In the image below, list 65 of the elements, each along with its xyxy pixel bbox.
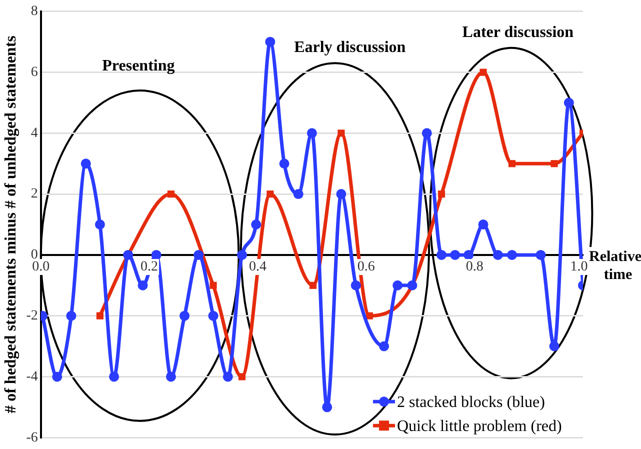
point	[238, 373, 246, 380]
x-tick-label: 0.2	[140, 260, 158, 275]
point	[550, 160, 558, 168]
annotation: Early discussion	[294, 39, 406, 56]
x-tick-label: 0.6	[357, 260, 375, 275]
point	[450, 250, 460, 260]
y-tick-label: 4	[30, 126, 38, 141]
point	[266, 190, 274, 198]
point	[151, 250, 162, 260]
point	[508, 160, 516, 168]
point	[96, 312, 104, 320]
point	[293, 189, 304, 200]
point	[251, 220, 262, 230]
y-axis-title: # of hedged statements minus # of unhedged statements	[2, 36, 20, 414]
point	[80, 158, 91, 169]
point	[265, 36, 276, 47]
point	[180, 310, 190, 321]
y-tick-label: 6	[30, 64, 38, 80]
x-tick-label: 0.4	[248, 260, 266, 275]
point	[350, 280, 361, 290]
point	[438, 190, 446, 198]
point	[549, 341, 560, 352]
point	[52, 372, 62, 382]
point	[222, 372, 233, 382]
point	[236, 250, 247, 260]
legend-label: Quick little problem (red)	[397, 418, 562, 435]
point	[379, 341, 390, 352]
y-tick-label: 2	[30, 186, 38, 202]
point	[166, 372, 176, 382]
point	[436, 250, 446, 260]
point	[536, 250, 546, 260]
legend-label: 2 stacked blocks (blue)	[397, 394, 545, 411]
x-tick-label: 0.8	[466, 260, 484, 275]
point	[194, 250, 204, 260]
point	[109, 372, 120, 382]
point	[366, 312, 373, 320]
point	[138, 280, 148, 290]
y-tick-label: 8	[30, 4, 38, 20]
point	[306, 128, 317, 138]
point	[309, 282, 317, 289]
y-tick-label: -4	[26, 369, 38, 384]
x-axis-title: Relative time	[589, 248, 641, 283]
point	[422, 128, 432, 138]
point	[492, 250, 503, 260]
point	[279, 158, 290, 169]
point	[478, 220, 488, 230]
point	[167, 190, 175, 198]
point	[66, 310, 76, 321]
y-tick-label: -6	[26, 430, 38, 446]
point	[94, 220, 105, 230]
point	[506, 250, 517, 260]
point	[392, 280, 403, 290]
point	[564, 98, 574, 108]
point	[480, 68, 487, 76]
point	[210, 282, 217, 289]
x-tick-label: 1.0	[570, 260, 588, 275]
point	[464, 250, 474, 260]
point	[336, 189, 346, 200]
annotation: Later discussion	[462, 24, 574, 41]
x-tick-label: 0.0	[32, 260, 50, 275]
point	[208, 310, 218, 321]
y-tick-label: -2	[26, 308, 38, 324]
point	[322, 402, 332, 412]
annotation: Presenting	[102, 57, 175, 74]
point	[338, 130, 345, 137]
